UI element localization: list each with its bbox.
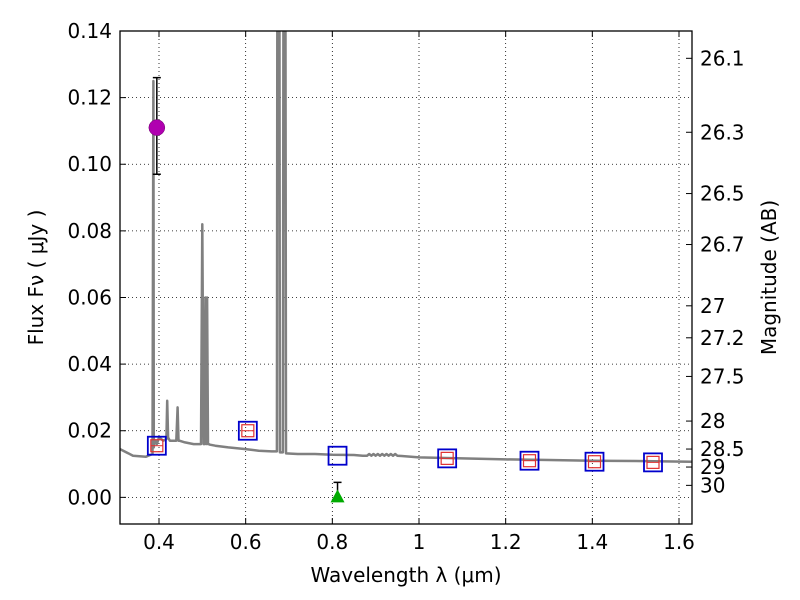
- mag-tick-label: 26.1: [700, 46, 745, 70]
- y2-axis-label: Magnitude (AB): [757, 200, 781, 355]
- spectrum-line: [120, 31, 692, 463]
- mag-tick-label: 27: [700, 294, 725, 318]
- x-axis-label: Wavelength λ (μm): [310, 563, 501, 587]
- y-axis-label: Flux Fν ( μJy ): [24, 210, 48, 346]
- ticks: 0.4 0.6 0.8 1 1.2 1.4 1.6 0.00 0.02 0.04 0.06 0.08 0…: [67, 19, 744, 554]
- grid: [120, 30, 692, 524]
- x-tick-label: 1.6: [663, 530, 695, 554]
- photometry-square: [437, 448, 458, 469]
- x-tick-label: 1: [413, 530, 426, 554]
- mag-tick-label: 29: [700, 455, 725, 479]
- y-tick-label: 0.04: [67, 352, 112, 376]
- y-tick-label: 0.00: [67, 485, 112, 509]
- y-tick-label: 0.08: [67, 219, 112, 243]
- mag-tick-label: 26.7: [700, 233, 745, 257]
- x-tick-label: 0.8: [316, 530, 348, 554]
- x-tick-label: 1.4: [576, 530, 608, 554]
- photometry-square: [327, 445, 348, 466]
- y-tick-label: 0.12: [67, 86, 112, 110]
- photometry-square: [237, 420, 258, 441]
- y-tick-label: 0.10: [67, 152, 112, 176]
- photometry-square: [584, 451, 605, 472]
- marker-layer: [146, 76, 663, 503]
- x-tick-label: 0.4: [143, 530, 175, 554]
- plot-frame: [119, 30, 693, 525]
- series-layer: [120, 31, 692, 463]
- y-tick-label: 0.02: [67, 419, 112, 443]
- mag-tick-label: 27.5: [700, 364, 745, 388]
- mag-tick-label: 30: [700, 473, 725, 497]
- upper-limit-point: [330, 489, 345, 503]
- mag-tick-label: 26.5: [700, 182, 745, 206]
- photometry-square: [643, 452, 663, 473]
- x-tick-label: 1.2: [490, 530, 522, 554]
- detection-point: [148, 119, 166, 136]
- mag-tick-label: 28.5: [700, 437, 745, 461]
- y-tick-label: 0.06: [67, 285, 112, 309]
- mag-tick-label: 28: [700, 409, 725, 433]
- x-tick-label: 0.6: [230, 530, 262, 554]
- mag-tick-label: 26.3: [700, 120, 745, 144]
- y-tick-label: 0.14: [67, 19, 112, 43]
- photometry-square: [146, 435, 167, 456]
- mag-tick-label: 27.2: [700, 326, 745, 350]
- photometry-square: [519, 450, 540, 471]
